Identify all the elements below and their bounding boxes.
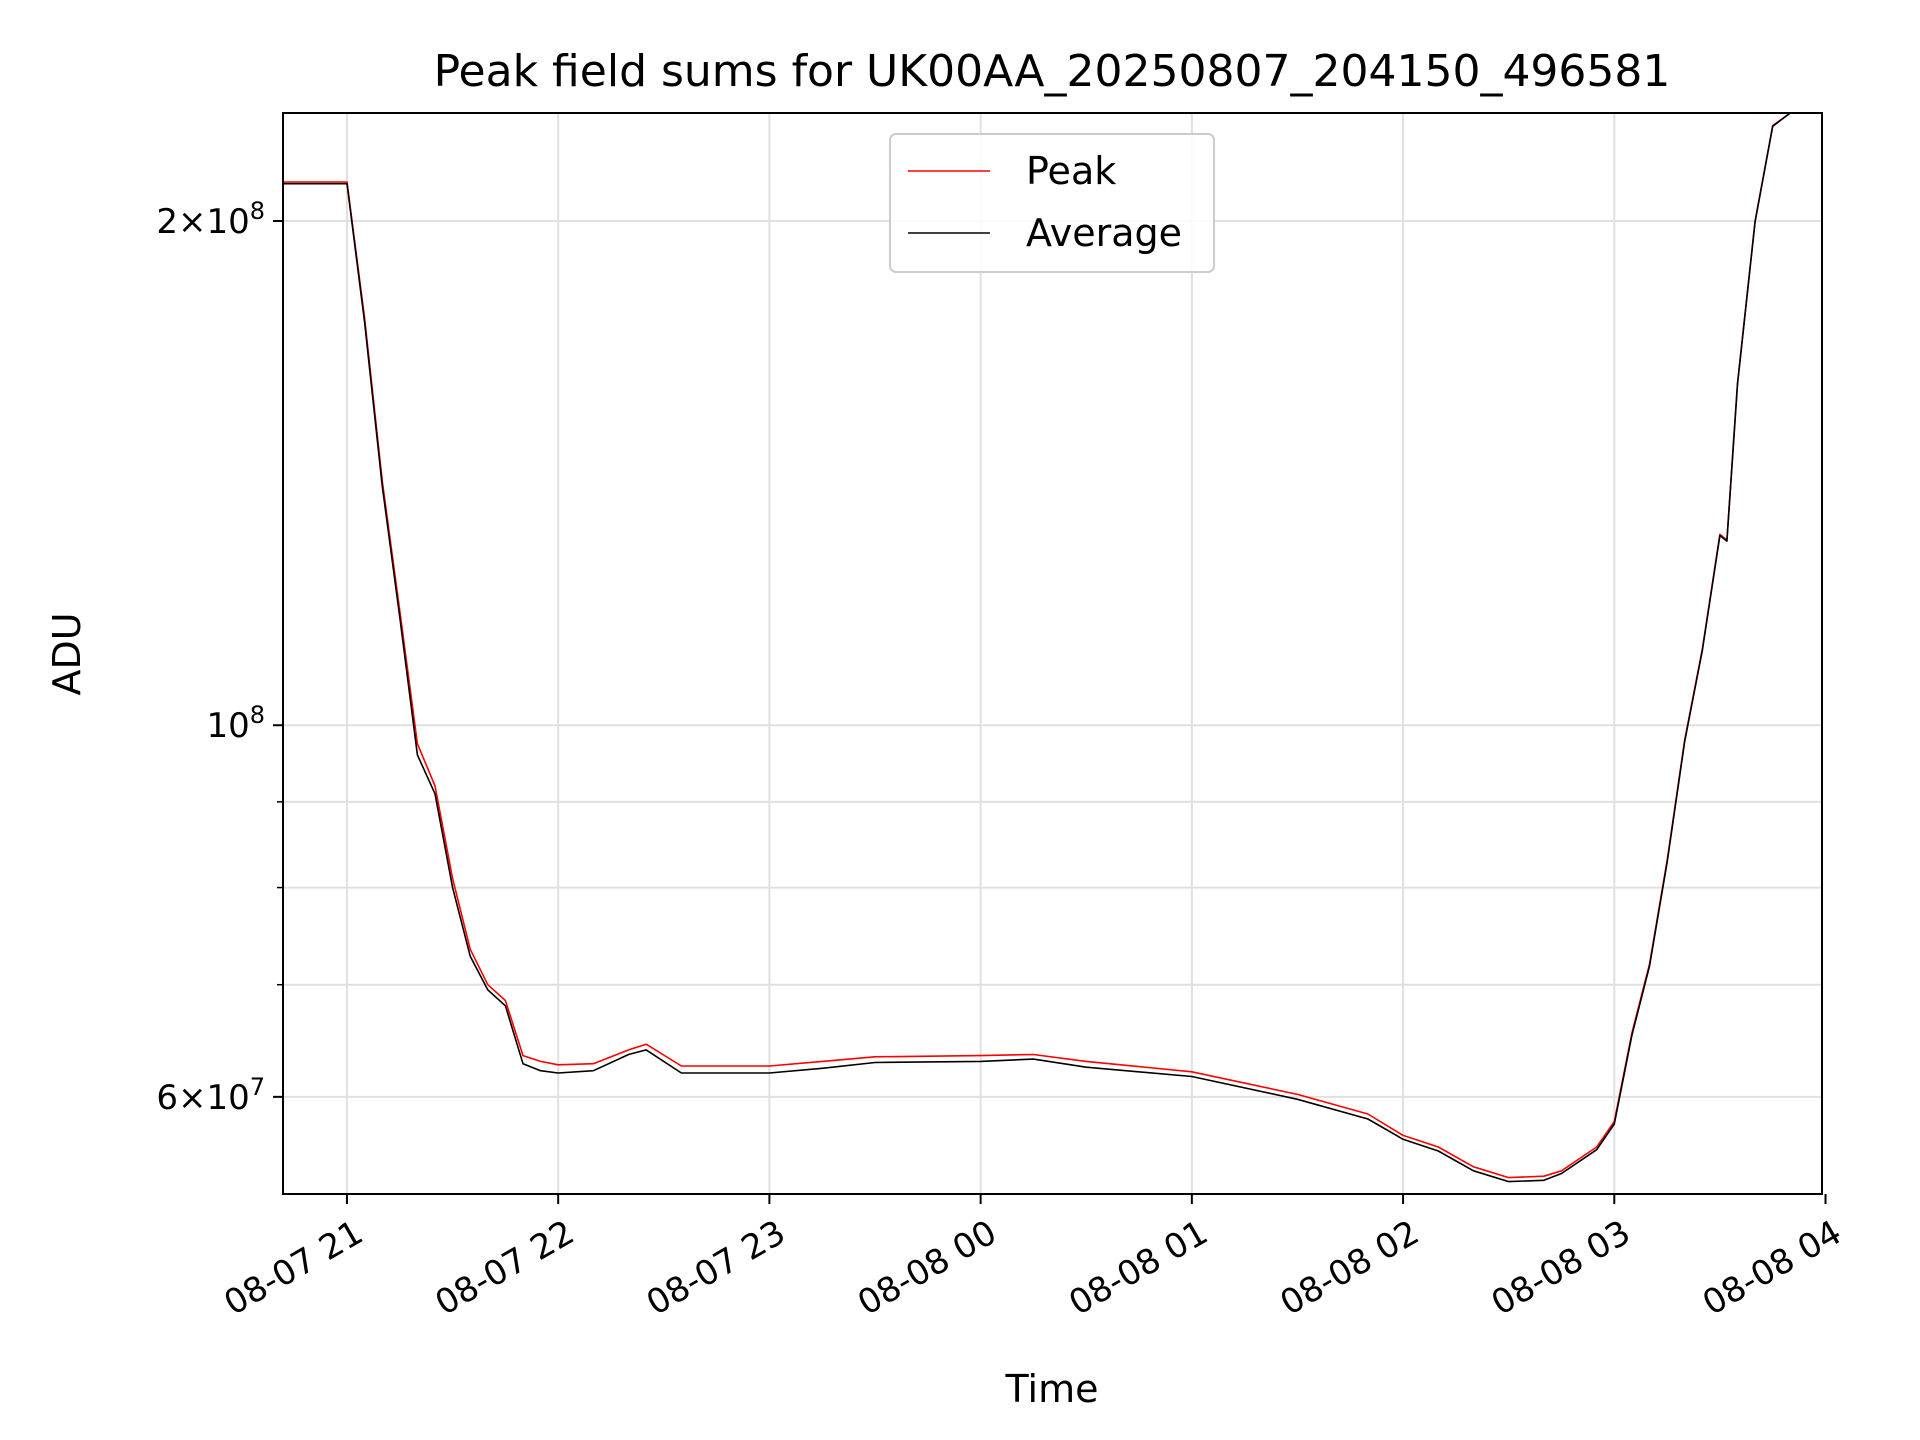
y-axis-ticks: 6×107 108 2×108 — [156, 197, 283, 1118]
plot-frame — [282, 112, 1823, 1195]
chart-title: Peak field sums for UK00AA_20250807_2041… — [434, 46, 1671, 97]
legend-box — [889, 133, 1215, 273]
legend: Peak Average — [889, 133, 1215, 273]
y-tick-label: 2×108 — [156, 197, 265, 242]
series-line-average — [283, 113, 1791, 1183]
series-layer — [283, 113, 1791, 1183]
y-axis-label: ADU — [45, 612, 89, 695]
y-tick-label: 108 — [206, 701, 265, 746]
legend-label-average: Average — [1026, 211, 1182, 255]
x-axis-label: Time — [1005, 1367, 1099, 1411]
y-tick-label: 6×107 — [156, 1073, 265, 1118]
legend-label-peak: Peak — [1026, 149, 1116, 193]
